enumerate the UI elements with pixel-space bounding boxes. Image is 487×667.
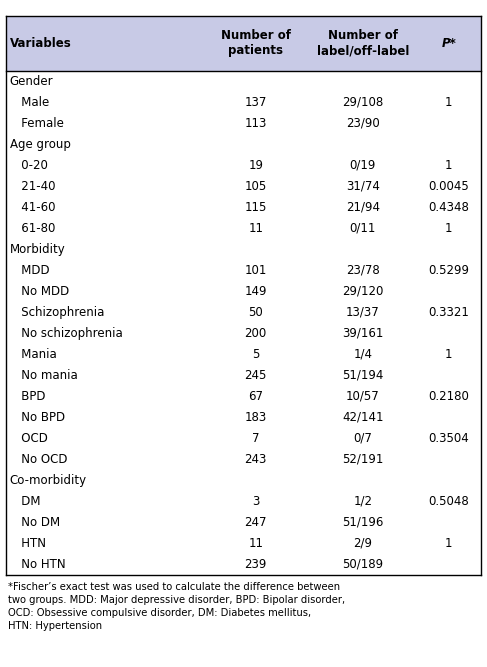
Text: Age group: Age group xyxy=(10,138,71,151)
Text: 13/37: 13/37 xyxy=(346,306,380,319)
Text: 29/108: 29/108 xyxy=(342,96,383,109)
Text: 247: 247 xyxy=(244,516,267,529)
Text: *Fischer’s exact test was used to calculate the difference between
two groups. M: *Fischer’s exact test was used to calcul… xyxy=(8,582,345,631)
Text: No MDD: No MDD xyxy=(10,285,69,297)
Text: MDD: MDD xyxy=(10,264,49,277)
Text: Number of
label/off‑label: Number of label/off‑label xyxy=(317,29,409,57)
Text: 61-80: 61-80 xyxy=(10,222,55,235)
Text: 0.4348: 0.4348 xyxy=(429,201,469,213)
Text: 31/74: 31/74 xyxy=(346,180,380,193)
Text: Morbidity: Morbidity xyxy=(10,243,65,255)
Text: Number of
patients: Number of patients xyxy=(221,29,291,57)
Text: P*: P* xyxy=(441,37,456,50)
Text: 21-40: 21-40 xyxy=(10,180,55,193)
Text: 1: 1 xyxy=(445,96,452,109)
Text: 0/19: 0/19 xyxy=(350,159,376,171)
Text: 11: 11 xyxy=(248,222,263,235)
Text: No BPD: No BPD xyxy=(10,411,65,424)
Text: No DM: No DM xyxy=(10,516,60,529)
Text: 0.0045: 0.0045 xyxy=(429,180,469,193)
Text: 42/141: 42/141 xyxy=(342,411,384,424)
Text: Variables: Variables xyxy=(10,37,72,50)
Text: 1/4: 1/4 xyxy=(353,348,373,361)
Text: No mania: No mania xyxy=(10,369,77,382)
Text: 1: 1 xyxy=(445,348,452,361)
Text: 7: 7 xyxy=(252,432,260,445)
Text: 0.5048: 0.5048 xyxy=(429,495,469,508)
Text: 23/90: 23/90 xyxy=(346,117,380,129)
Text: 1: 1 xyxy=(445,537,452,550)
Text: 1: 1 xyxy=(445,159,452,171)
Text: 10/57: 10/57 xyxy=(346,390,380,403)
Text: Co-morbidity: Co-morbidity xyxy=(10,474,87,487)
Text: Gender: Gender xyxy=(10,75,54,87)
Text: 200: 200 xyxy=(244,327,267,340)
Text: 29/120: 29/120 xyxy=(342,285,383,297)
Text: 2/9: 2/9 xyxy=(353,537,373,550)
Text: No HTN: No HTN xyxy=(10,558,65,571)
Text: 51/194: 51/194 xyxy=(342,369,383,382)
Text: No schizophrenia: No schizophrenia xyxy=(10,327,123,340)
Text: DM: DM xyxy=(10,495,40,508)
Text: 115: 115 xyxy=(244,201,267,213)
Text: 1: 1 xyxy=(445,222,452,235)
Text: 245: 245 xyxy=(244,369,267,382)
Text: 5: 5 xyxy=(252,348,260,361)
Text: 101: 101 xyxy=(244,264,267,277)
Text: 0.2180: 0.2180 xyxy=(429,390,469,403)
Text: 0.5299: 0.5299 xyxy=(428,264,469,277)
Text: 52/191: 52/191 xyxy=(342,453,383,466)
Text: 0-20: 0-20 xyxy=(10,159,48,171)
Text: 0/11: 0/11 xyxy=(350,222,376,235)
Text: 50/189: 50/189 xyxy=(342,558,383,571)
Text: 19: 19 xyxy=(248,159,263,171)
Text: Schizophrenia: Schizophrenia xyxy=(10,306,104,319)
Text: 0.3504: 0.3504 xyxy=(429,432,469,445)
Text: 51/196: 51/196 xyxy=(342,516,383,529)
Text: 67: 67 xyxy=(248,390,263,403)
Text: 0.3321: 0.3321 xyxy=(429,306,469,319)
Text: OCD: OCD xyxy=(10,432,48,445)
Text: 113: 113 xyxy=(244,117,267,129)
Text: Male: Male xyxy=(10,96,49,109)
Text: No OCD: No OCD xyxy=(10,453,67,466)
Text: HTN: HTN xyxy=(10,537,46,550)
Text: 50: 50 xyxy=(248,306,263,319)
Text: 23/78: 23/78 xyxy=(346,264,380,277)
Text: Mania: Mania xyxy=(10,348,56,361)
Text: 1/2: 1/2 xyxy=(353,495,373,508)
Text: 149: 149 xyxy=(244,285,267,297)
Text: 0/7: 0/7 xyxy=(354,432,372,445)
Text: 137: 137 xyxy=(244,96,267,109)
Text: 41-60: 41-60 xyxy=(10,201,55,213)
Text: 239: 239 xyxy=(244,558,267,571)
Text: 21/94: 21/94 xyxy=(346,201,380,213)
Text: 39/161: 39/161 xyxy=(342,327,383,340)
Text: 3: 3 xyxy=(252,495,260,508)
Text: BPD: BPD xyxy=(10,390,45,403)
Text: 11: 11 xyxy=(248,537,263,550)
Text: Female: Female xyxy=(10,117,64,129)
Text: 243: 243 xyxy=(244,453,267,466)
Bar xyxy=(6,16,481,71)
Text: 183: 183 xyxy=(244,411,267,424)
Text: 105: 105 xyxy=(244,180,267,193)
